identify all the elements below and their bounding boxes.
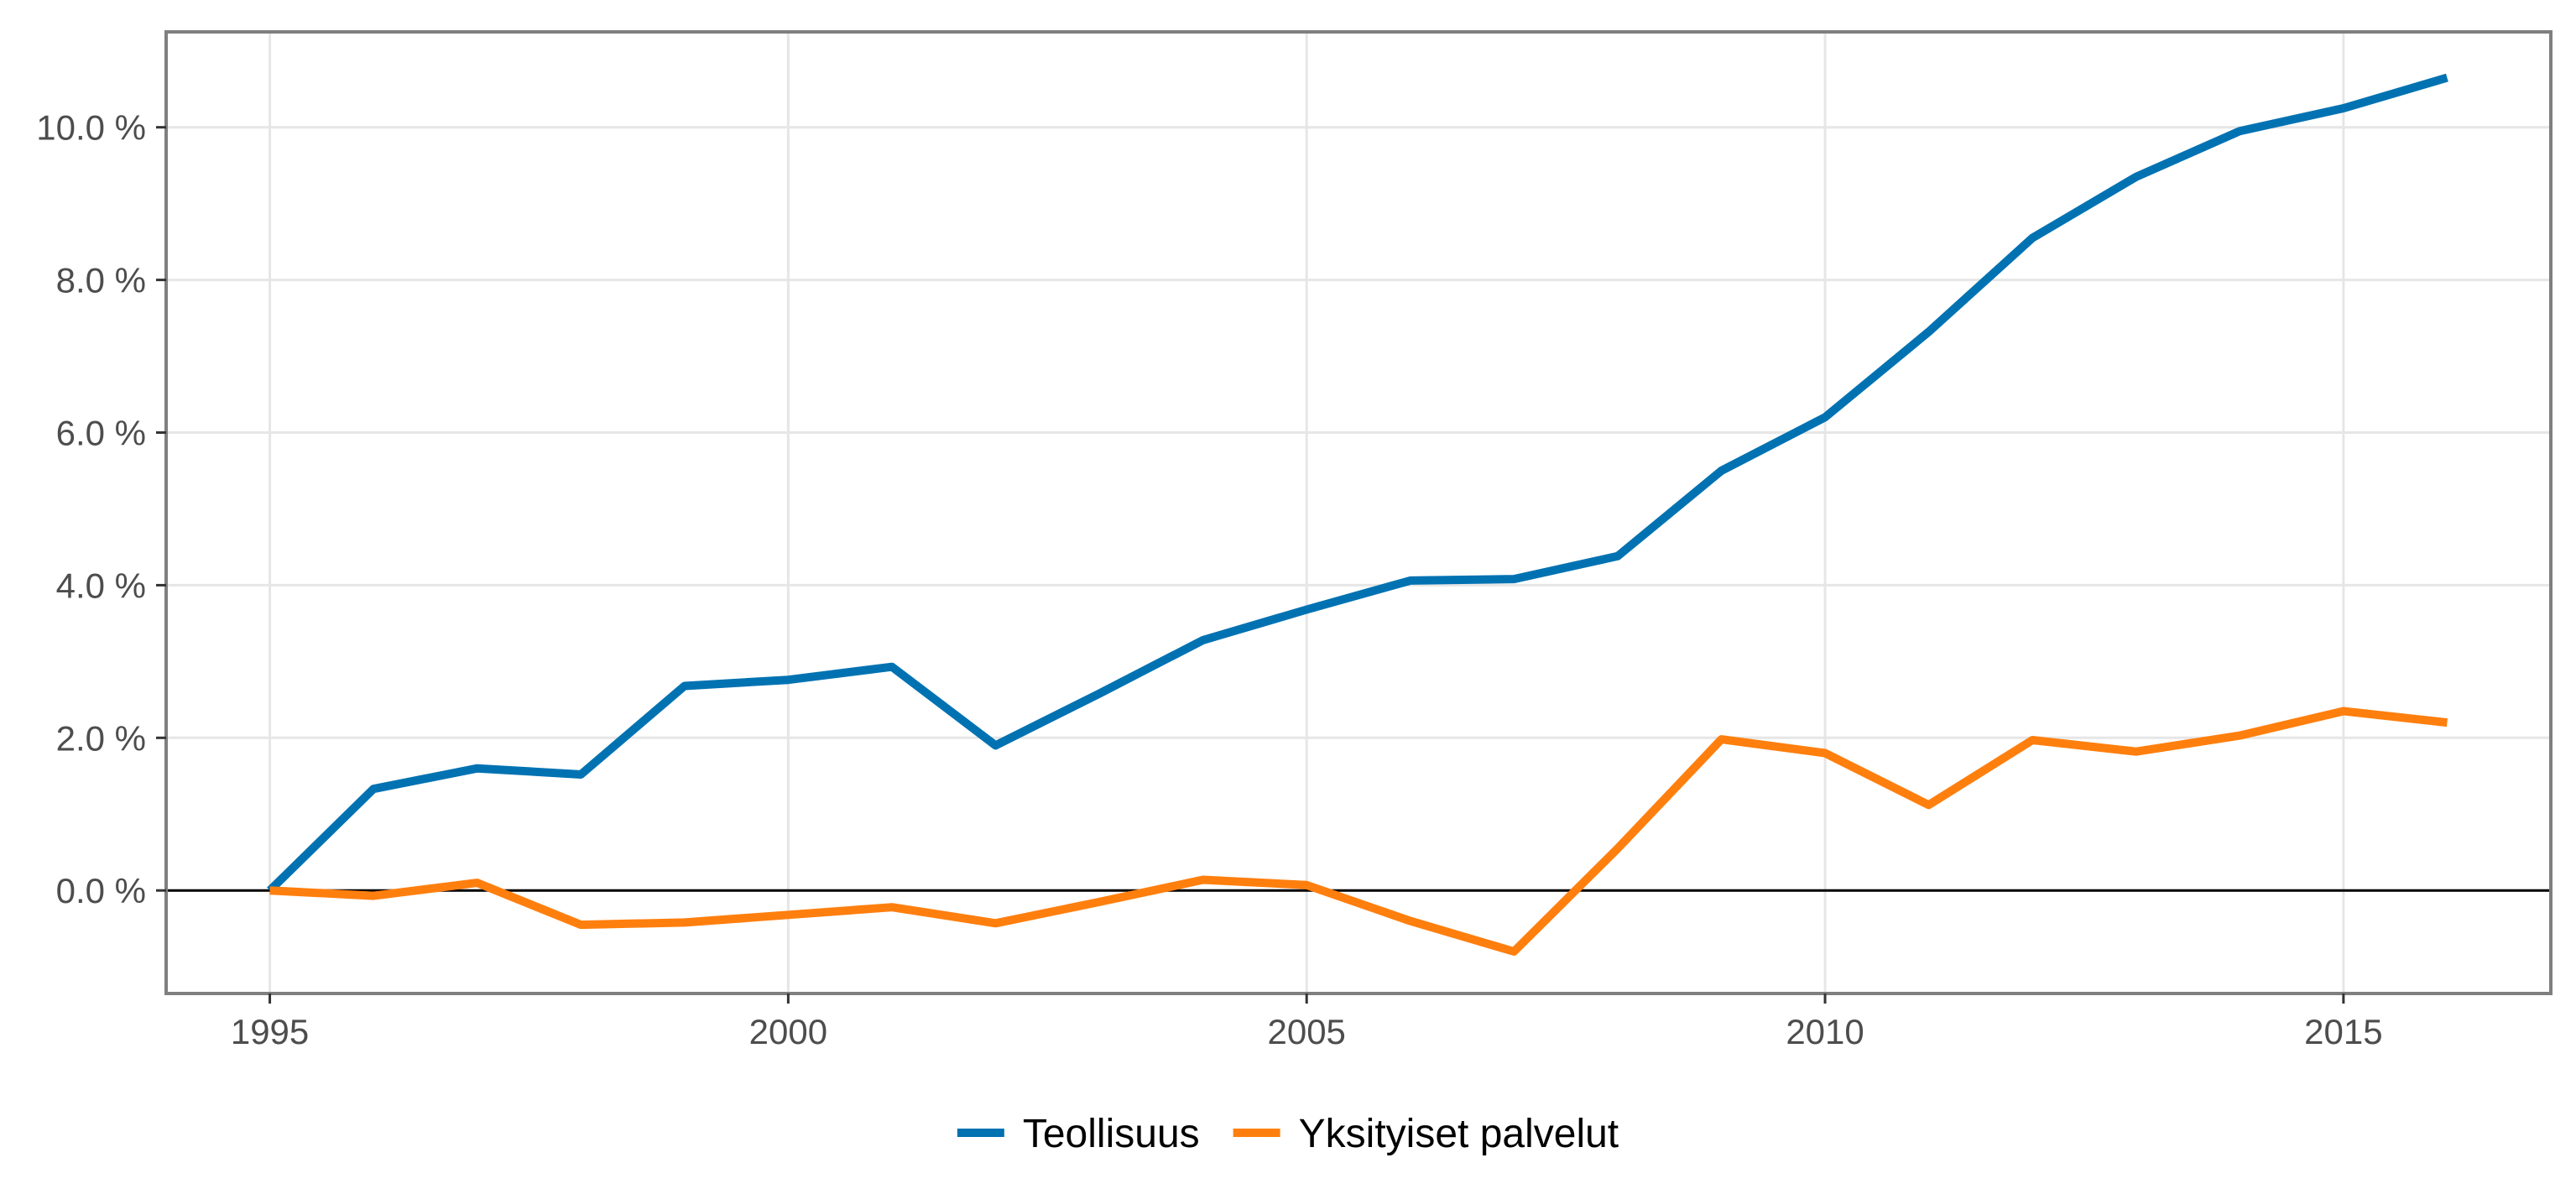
x-tick-label: 2005 (1267, 1012, 1345, 1051)
y-tick-label: 0.0 % (56, 871, 146, 910)
y-tick-label: 10.0 % (36, 108, 146, 148)
y-tick-label: 8.0 % (56, 261, 146, 300)
x-tick-label: 1995 (231, 1012, 309, 1051)
y-tick-label: 4.0 % (56, 566, 146, 605)
grid-lines (166, 32, 2551, 993)
series-lines (267, 73, 2448, 956)
x-axis-ticks: 1995 2000 2005 2010 2015 (231, 993, 2383, 1051)
y-tick-label: 2.0 % (56, 718, 146, 758)
y-tick-label: 6.0 % (56, 414, 146, 453)
legend: Teollisuus Yksityiset palvelut (957, 1112, 1619, 1156)
legend-label: Yksityiset palvelut (1299, 1112, 1619, 1156)
x-tick-label: 2015 (2304, 1012, 2382, 1051)
series-line-teollisuus (267, 73, 2448, 894)
y-axis-ticks: 0.0 % 2.0 % 4.0 % 6.0 % 8.0 % 10.0 % (36, 108, 166, 910)
x-tick-label: 2010 (1786, 1012, 1864, 1051)
plot-panel-border (164, 30, 2553, 995)
series-line-yksityiset-palvelut (269, 707, 2448, 956)
x-tick-label: 2000 (749, 1012, 827, 1051)
legend-label: Teollisuus (1023, 1112, 1200, 1156)
